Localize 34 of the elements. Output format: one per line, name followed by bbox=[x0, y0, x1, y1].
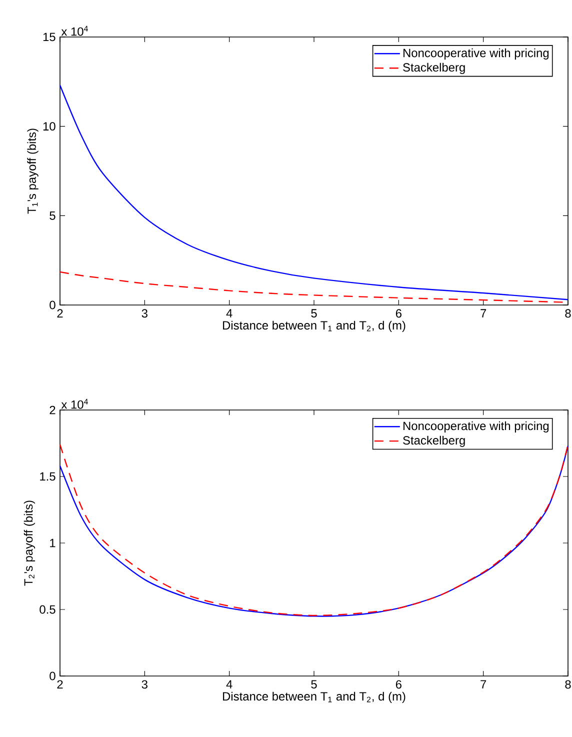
x-tick-label: 2 bbox=[57, 680, 63, 689]
y-tick-label: 5 bbox=[50, 211, 56, 220]
legend-label: Noncooperative with pricing bbox=[403, 48, 549, 60]
x-tick-label: 6 bbox=[396, 680, 402, 689]
text: x 10$^{4}$ bbox=[61, 398, 88, 409]
x-tick-label: 8 bbox=[565, 680, 571, 689]
y-tick-label: 0 bbox=[50, 672, 56, 680]
x-tick-label: 4 bbox=[226, 680, 232, 688]
y-tick-label: 0.5 bbox=[40, 605, 56, 614]
y-tick-label: 1 bbox=[50, 538, 56, 548]
x-tick-label: 7 bbox=[480, 309, 486, 318]
legend-label: Noncooperative with pricing bbox=[403, 421, 549, 433]
x-tick-label: 2 bbox=[57, 309, 63, 318]
y-axis-title: T$_{1}$'s payoff (bits) bbox=[27, 128, 38, 214]
legend-label: Stackelberg bbox=[403, 62, 465, 74]
x-tick-label: 3 bbox=[142, 680, 148, 689]
x-tick-label: 4 bbox=[226, 309, 232, 318]
x-tick-label: 5 bbox=[311, 309, 317, 318]
x-tick-label: 8 bbox=[565, 309, 571, 318]
text: x 10$^{4}$ bbox=[61, 26, 88, 36]
y-tick-label: 15 bbox=[43, 32, 56, 42]
line-series bbox=[59, 84, 569, 300]
x-tick-label: 6 bbox=[396, 309, 402, 318]
x-tick-label: 5 bbox=[311, 680, 317, 689]
x-axis-title: Distance between T$_{1}$ and T$_{2}$, d (m) bbox=[223, 320, 406, 332]
y-tick-label: 1.5 bbox=[40, 472, 56, 481]
x-tick-label: 3 bbox=[142, 309, 148, 318]
y-tick-label: 2 bbox=[50, 406, 56, 414]
x-tick-label: 7 bbox=[480, 680, 486, 688]
legend-label: Stackelberg bbox=[403, 436, 465, 447]
y-tick-label: 10 bbox=[43, 122, 56, 131]
y-axis-title: T$_{2}$'s payoff (bits) bbox=[24, 500, 36, 586]
y-tick-label: 0 bbox=[50, 300, 56, 310]
x-axis-title: Distance between T$_{1}$ and T$_{2}$, d (m) bbox=[223, 692, 406, 703]
